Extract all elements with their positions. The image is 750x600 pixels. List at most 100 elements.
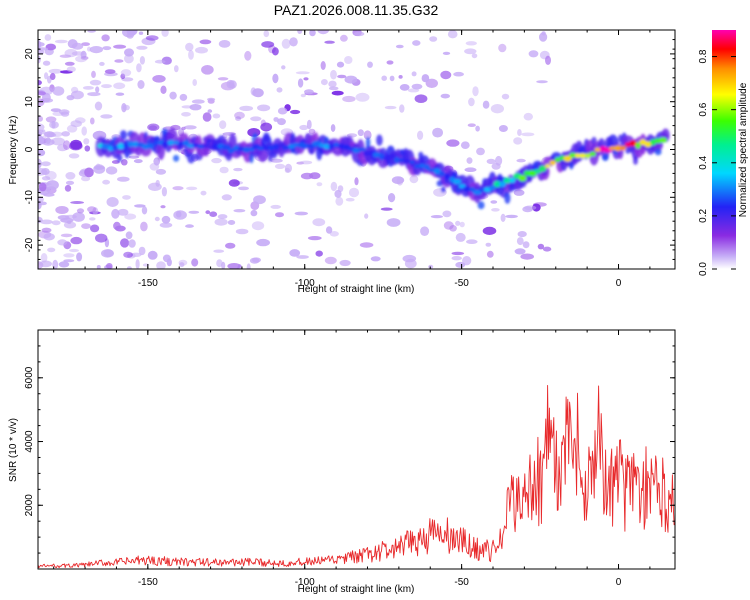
spectrogram-ridge-core	[589, 151, 596, 157]
spectrogram-noise-blob	[51, 137, 65, 146]
colorbar: 0.0 0.2 0.4 0.6 0.8 Normalized spectral ampl…	[698, 30, 749, 276]
spectrogram-noise-blob	[274, 163, 286, 169]
spectrogram-noise-blob	[102, 46, 112, 51]
spectrogram-noise-blob	[125, 231, 133, 240]
spectrogram-noise-blob	[159, 222, 173, 228]
spectrogram-noise-blob	[367, 61, 373, 68]
spectrogram-noise-blob	[169, 91, 177, 100]
spectrogram-noise-blob	[55, 206, 69, 214]
spectrogram-noise-blob	[87, 46, 91, 52]
spectrogram-noise-blob	[272, 73, 279, 84]
spectrogram-noise-blob	[66, 66, 76, 73]
spectrogram-noise-blob	[161, 215, 171, 224]
spectrogram-noise-blob	[83, 138, 90, 145]
snr-x-tick-label: -50	[454, 577, 469, 588]
spectrogram-noise-blob	[52, 86, 65, 96]
spectrogram-noise-blob	[189, 104, 202, 111]
spectrogram-noise-blob	[188, 210, 200, 214]
spectrogram-noise-blob	[191, 258, 199, 267]
spectrogram-noise-blob	[442, 51, 451, 56]
spectrogram-halo	[569, 161, 574, 170]
spectrogram-ridge-core	[439, 171, 445, 177]
spectrogram-noise-blob	[307, 236, 322, 241]
spectrogram-noise-blob	[490, 104, 504, 114]
spectrogram-noise-blob	[128, 155, 140, 159]
spectrogram-noise-blob	[522, 241, 530, 249]
spectrogram-ridge-core	[141, 143, 151, 150]
spectrogram-noise-blob	[100, 114, 113, 119]
spectrogram-noise-blob	[331, 90, 344, 96]
spectrogram-noise-blob	[295, 71, 310, 75]
spectrogram-noise-blob	[337, 74, 347, 79]
spectrogram-noise-blob	[324, 40, 335, 44]
spectrogram-noise-blob	[50, 108, 62, 112]
spectrogram-halo	[376, 134, 383, 146]
spectrogram-noise-blob	[304, 89, 314, 95]
spectrogram-noise-blob	[209, 211, 218, 217]
spectrogram-noise-blob	[324, 256, 337, 265]
spectrogram-ridge-core	[453, 178, 462, 185]
spectrogram-noise-blob	[154, 59, 166, 64]
spectrogram-noise-blob	[147, 250, 158, 260]
spectrogram-noise-blob	[152, 75, 166, 83]
spectrogram-ridge-core	[578, 153, 587, 159]
spectrogram-noise-blob	[263, 30, 270, 38]
spectrogram-noise-blob	[520, 253, 534, 260]
spectrogram-noise-blob	[244, 50, 252, 61]
spectrogram-ridge-core	[483, 187, 492, 193]
spectrogram-noise-blob	[221, 261, 226, 269]
spectrogram-noise-blob	[156, 261, 166, 269]
spectrogram-ridge-core	[489, 185, 496, 191]
snr-x-tick-label: 0	[616, 577, 622, 588]
spectrogram-noise-blob	[44, 72, 49, 80]
spectrogram-noise-blob	[396, 176, 404, 186]
spectrogram-noise-blob	[38, 200, 42, 210]
spectrogram-noise-blob	[381, 75, 388, 81]
spectrogram-noise-blob	[160, 205, 166, 209]
spectrogram-noise-blob	[84, 145, 91, 152]
spectrogram-noise-blob	[399, 84, 410, 91]
spectrogram-noise-blob	[348, 187, 360, 198]
spectrogram-noise-blob	[65, 172, 76, 180]
spectrogram-x-tick-label: 0	[616, 278, 622, 289]
spectrogram-noise-blob	[133, 159, 143, 164]
spectrogram-noise-blob	[64, 61, 75, 66]
spectrogram-noise-blob	[217, 77, 229, 81]
spectrogram-noise-blob	[191, 99, 205, 104]
spectrogram-noise-blob	[185, 224, 194, 228]
spectrogram-noise-blob	[38, 41, 45, 47]
spectrogram-noise-blob	[277, 118, 286, 126]
spectrogram-noise-blob	[117, 176, 130, 182]
spectrogram-noise-blob	[186, 186, 198, 191]
spectrogram-noise-blob	[166, 258, 172, 267]
spectrogram-noise-blob	[353, 31, 365, 37]
spectrogram-noise-blob	[120, 238, 130, 248]
spectrogram-y-axis-label: Frequency (Hz)	[8, 116, 19, 185]
spectrogram-noise-blob	[545, 55, 551, 65]
spectrogram-noise-blob	[124, 213, 137, 220]
spectrogram-noise-blob	[225, 242, 236, 249]
spectrogram-noise-blob	[38, 123, 45, 131]
spectrogram-y-tick-label: -10	[24, 190, 35, 205]
spectrogram-noise-blob	[155, 179, 160, 187]
spectrogram-ridge-core	[554, 157, 561, 162]
spectrogram-noise-blob	[340, 34, 348, 42]
colorbar-tick-label: 0.8	[698, 49, 709, 63]
spectrogram-noise-blob	[68, 153, 80, 159]
spectrogram-noise-blob	[117, 208, 129, 216]
spectrogram-noise-blob	[412, 40, 421, 46]
spectrogram-noise-blob	[325, 226, 333, 234]
spectrogram-ridge-core	[221, 144, 231, 151]
spectrogram-noise-blob	[136, 63, 142, 73]
spectrogram-noise-blob	[299, 160, 313, 165]
figure-title: PAZ1.2026.008.11.35.G32	[274, 2, 439, 18]
spectrogram-noise-blob	[45, 43, 57, 51]
spectrogram-noise-blob	[294, 211, 308, 216]
spectrogram-noise-blob	[89, 217, 96, 221]
spectrogram-noise-blob	[300, 93, 306, 98]
spectrogram-noise-blob	[440, 70, 452, 80]
spectrogram-noise-blob	[105, 166, 118, 175]
spectrogram-noise-blob	[122, 195, 131, 200]
spectrogram-noise-blob	[39, 260, 52, 268]
spectrogram-noise-blob	[505, 214, 518, 219]
